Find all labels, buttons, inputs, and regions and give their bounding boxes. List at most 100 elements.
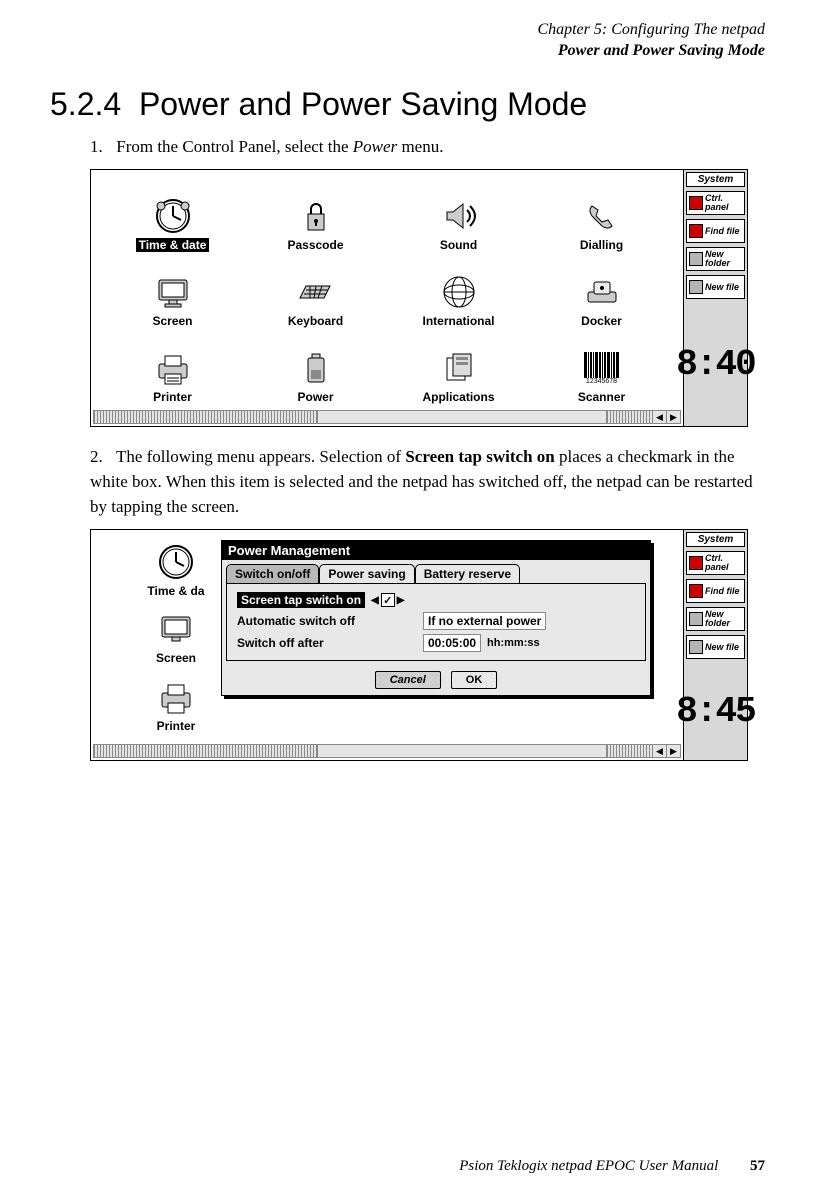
- step-1-text-a: From the Control Panel, select the: [116, 137, 353, 156]
- tab-power-saving[interactable]: Power saving: [319, 564, 414, 583]
- new-file-icon-2: [689, 640, 703, 654]
- cp-international[interactable]: International: [387, 252, 530, 328]
- cp-keyboard[interactable]: Keyboard: [244, 252, 387, 328]
- scroll-left-icon[interactable]: ◀: [652, 411, 666, 423]
- battery-icon: [294, 348, 338, 388]
- monitor-icon-2: [154, 609, 198, 649]
- cp-international-label: International: [419, 314, 497, 328]
- control-panel-area-2: Time & da Screen Printer: [91, 530, 683, 760]
- section-number: 5.2.4: [50, 86, 121, 122]
- row-auto-switch-off-value[interactable]: If no external power: [423, 612, 546, 630]
- row-switch-off-after-suffix: hh:mm:ss: [487, 637, 540, 649]
- ctrl-panel-icon-2: [689, 556, 703, 570]
- sidebar-find-file-label: Find file: [705, 227, 740, 236]
- clock-icon: [151, 196, 195, 236]
- cp-screen-label: Screen: [149, 314, 195, 328]
- cp-keyboard-label: Keyboard: [285, 314, 346, 328]
- monitor-icon: [151, 272, 195, 312]
- cp-sound-label: Sound: [437, 238, 480, 252]
- cp-docker[interactable]: Docker: [530, 252, 673, 328]
- row-screen-tap: Screen tap switch on ◀ ✓ ▶: [237, 592, 635, 608]
- sidebar-new-folder-label: New folder: [705, 250, 742, 268]
- scroll-thumb-2[interactable]: [317, 745, 607, 757]
- arrow-right-icon[interactable]: ▶: [397, 595, 405, 606]
- row-screen-tap-label: Screen tap switch on: [237, 592, 365, 608]
- sidebar-new-file-label: New file: [705, 283, 739, 292]
- page-number: 57: [750, 1158, 765, 1174]
- row-switch-off-after-value[interactable]: 00:05:00: [423, 634, 481, 652]
- scroll-track[interactable]: [94, 411, 652, 423]
- sidebar-ctrl-panel-2[interactable]: Ctrl. panel: [686, 551, 745, 575]
- cp-passcode-label: Passcode: [284, 238, 346, 252]
- sidebar-find-file-2[interactable]: Find file: [686, 579, 745, 603]
- sidebar-ctrl-panel-2-label: Ctrl. panel: [705, 554, 742, 572]
- printer-icon-2: [154, 677, 198, 717]
- sidebar-new-file-2[interactable]: New file: [686, 635, 745, 659]
- step-2-text-a: The following menu appears. Selection of: [116, 447, 405, 466]
- section-heading: 5.2.4 Power and Power Saving Mode: [50, 86, 835, 123]
- screenshot-2-wrap: Time & da Screen Printer: [90, 529, 750, 761]
- dialog-buttons: Cancel OK: [222, 665, 650, 695]
- arrow-left-icon[interactable]: ◀: [371, 595, 379, 606]
- cp-screen[interactable]: Screen: [101, 252, 244, 328]
- padlock-icon: [294, 196, 338, 236]
- section-title: Power and Power Saving Mode: [139, 86, 587, 122]
- cp-docker-label: Docker: [578, 314, 625, 328]
- cp-screen-2-label: Screen: [153, 651, 199, 665]
- cp-time-date-2-label: Time & da: [144, 584, 207, 598]
- cp-power[interactable]: Power: [244, 328, 387, 404]
- cp-time-date-label: Time & date: [136, 238, 210, 252]
- cp-sound[interactable]: Sound: [387, 176, 530, 252]
- step-2: 2. The following menu appears. Selection…: [90, 445, 765, 519]
- ok-button[interactable]: OK: [451, 671, 498, 689]
- scroll-track-2[interactable]: [94, 745, 652, 757]
- cp-power-label: Power: [294, 390, 336, 404]
- page-footer: Psion Teklogix netpad EPOC User Manual 5…: [459, 1158, 765, 1175]
- scroll-thumb[interactable]: [317, 411, 607, 423]
- speaker-icon: [437, 196, 481, 236]
- checkbox[interactable]: ✓: [381, 593, 395, 607]
- tab-battery-reserve[interactable]: Battery reserve: [415, 564, 520, 583]
- cp-scanner-label: Scanner: [575, 390, 628, 404]
- new-folder-icon: [689, 252, 703, 266]
- footer-text: Psion Teklogix netpad EPOC User Manual: [459, 1158, 718, 1174]
- screenshot-1: Time & date Passcode Sound: [90, 169, 748, 427]
- sidebar-find-file[interactable]: Find file: [686, 219, 745, 243]
- globe-icon: [437, 272, 481, 312]
- clock-icon-2: [154, 542, 198, 582]
- cancel-button[interactable]: Cancel: [375, 671, 441, 689]
- find-file-icon-2: [689, 584, 703, 598]
- row-switch-off-after-label: Switch off after: [237, 636, 417, 650]
- checkbox-control[interactable]: ◀ ✓ ▶: [371, 593, 404, 607]
- sidebar: System Ctrl. panel Find file New folder …: [683, 170, 747, 426]
- cp-dialling-label: Dialling: [577, 238, 626, 252]
- cp-scanner[interactable]: 12345678 Scanner: [530, 328, 673, 404]
- scrollbar[interactable]: ◀ ▶: [93, 410, 681, 424]
- ctrl-panel-icon: [689, 196, 703, 210]
- sidebar-new-folder[interactable]: New folder: [686, 247, 745, 271]
- sidebar-new-file[interactable]: New file: [686, 275, 745, 299]
- tab-switch-onoff[interactable]: Switch on/off: [226, 564, 319, 583]
- barcode-icon: 12345678: [580, 348, 624, 388]
- dialog-tabs: Switch on/off Power saving Battery reser…: [226, 564, 646, 583]
- scroll-right-icon[interactable]: ▶: [666, 411, 680, 423]
- cp-printer[interactable]: Printer: [101, 328, 244, 404]
- cp-applications-label: Applications: [419, 390, 497, 404]
- sidebar-new-folder-2[interactable]: New folder: [686, 607, 745, 631]
- phone-icon: [580, 196, 624, 236]
- keyboard-icon: [294, 272, 338, 312]
- cp-dialling[interactable]: Dialling: [530, 176, 673, 252]
- sidebar-ctrl-panel[interactable]: Ctrl. panel: [686, 191, 745, 215]
- scrollbar-2[interactable]: ◀ ▶: [93, 744, 681, 758]
- cp-time-date[interactable]: Time & date: [101, 176, 244, 252]
- cp-passcode[interactable]: Passcode: [244, 176, 387, 252]
- cp-applications[interactable]: Applications: [387, 328, 530, 404]
- row-auto-switch-off: Automatic switch off If no external powe…: [237, 612, 635, 630]
- control-panel-area: Time & date Passcode Sound: [91, 170, 683, 426]
- sidebar-new-file-2-label: New file: [705, 643, 739, 652]
- scroll-right-icon-2[interactable]: ▶: [666, 745, 680, 757]
- page-header: Chapter 5: Configuring The netpad Power …: [0, 0, 835, 62]
- barcode-number: 12345678: [586, 378, 617, 385]
- scroll-left-icon-2[interactable]: ◀: [652, 745, 666, 757]
- sidebar-title-2: System: [686, 532, 745, 547]
